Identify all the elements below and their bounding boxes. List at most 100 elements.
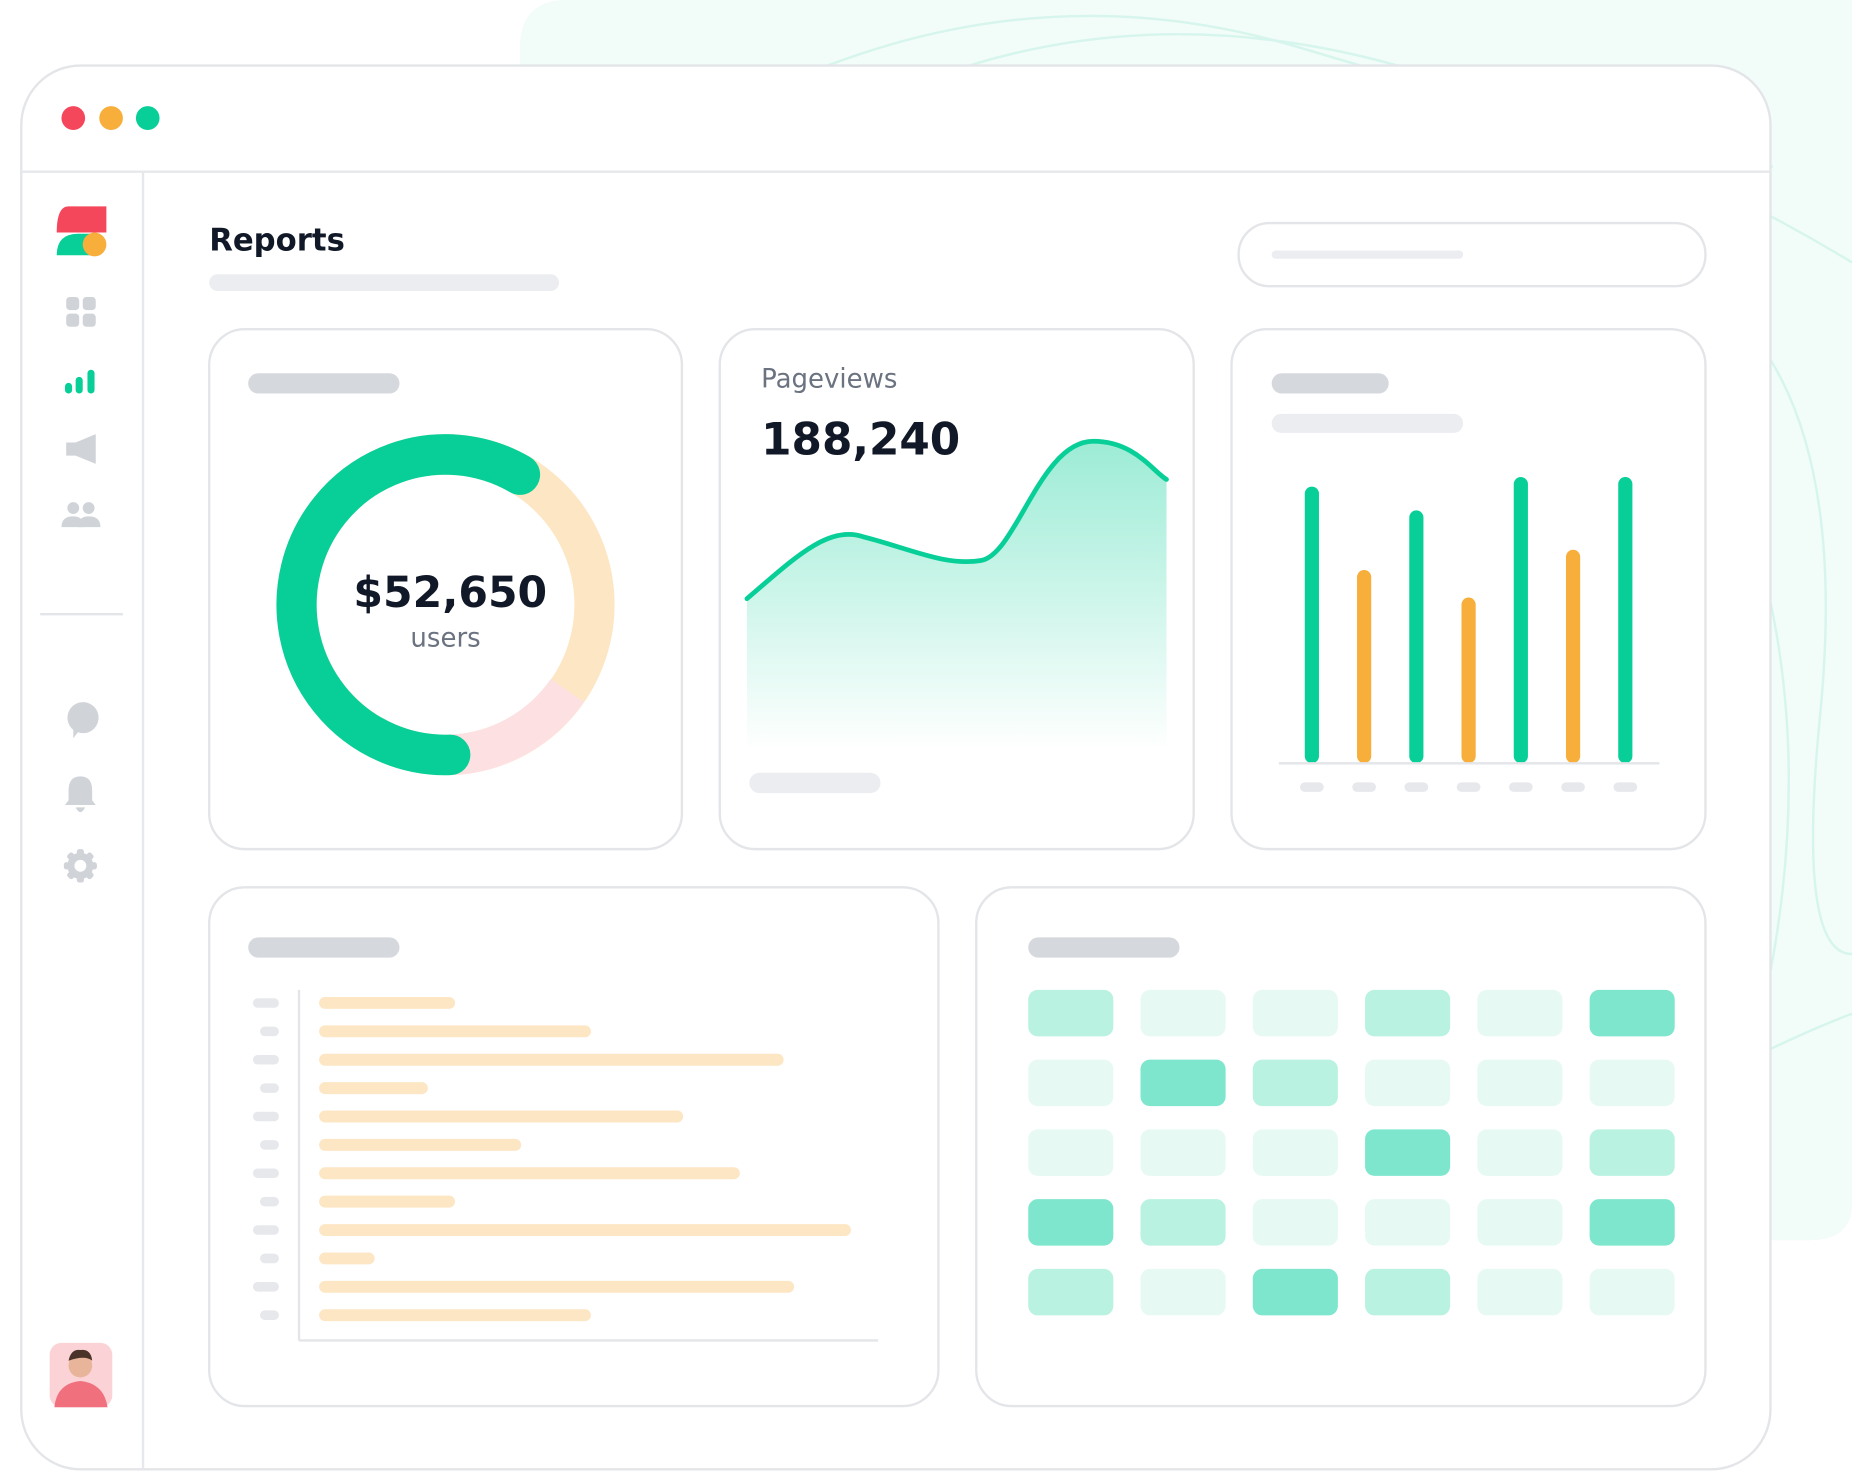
decor-bar <box>1461 597 1476 764</box>
shape <box>75 376 83 394</box>
decor-tick <box>1613 782 1638 792</box>
decor-cell <box>1477 1129 1563 1176</box>
decor-row-label <box>252 1282 279 1292</box>
decor-cell <box>1252 1268 1338 1316</box>
decor-row-bar <box>319 1082 428 1095</box>
nav-dashboard[interactable] <box>66 296 96 327</box>
decor-cell <box>1252 1199 1338 1246</box>
decor-bar <box>1409 510 1424 764</box>
decor-row-bar <box>319 1138 522 1151</box>
bar-group <box>1300 477 1638 792</box>
decor-cell <box>1589 1059 1675 1107</box>
shape <box>66 296 80 311</box>
card-skeleton <box>1271 373 1389 394</box>
decor-cell <box>1140 989 1226 1037</box>
decor-cell <box>1028 989 1114 1037</box>
nav-reports[interactable] <box>65 369 95 394</box>
decor-cell <box>1589 1268 1675 1316</box>
logo <box>56 206 107 257</box>
decor-row-bar <box>319 1053 784 1066</box>
shape <box>78 516 101 528</box>
shape <box>82 502 95 515</box>
decor-row-label <box>252 998 279 1008</box>
shape <box>65 382 73 394</box>
shape <box>67 502 80 515</box>
decor-bar <box>1513 477 1528 764</box>
decor-tick <box>1300 782 1324 792</box>
shape <box>1768 357 1852 956</box>
decor-row-bar <box>319 1252 375 1265</box>
pageviews-label: Pageviews <box>761 364 897 394</box>
shape <box>66 313 80 327</box>
card-skeleton <box>248 373 400 394</box>
shape <box>56 206 107 233</box>
nav-settings[interactable] <box>63 849 97 883</box>
decor-row-bar <box>319 1167 740 1180</box>
page-title: Reports <box>209 222 345 258</box>
decor-cell <box>1028 1129 1114 1176</box>
shape <box>82 232 107 257</box>
card-skeleton <box>1271 413 1464 433</box>
shape <box>1768 1012 1852 1051</box>
nav-messages[interactable] <box>67 702 99 739</box>
decor-cell <box>1365 1059 1451 1107</box>
decor-row-label <box>252 1054 279 1065</box>
area-fill <box>746 441 1167 752</box>
decor-cell <box>1365 1129 1451 1176</box>
decor-row-label <box>260 1310 279 1320</box>
subtitle-skeleton <box>209 274 560 291</box>
decor-row-label <box>260 1253 279 1264</box>
revenue-label: users <box>410 623 480 653</box>
decor-row-bar <box>319 1280 795 1293</box>
decor-bar <box>1618 477 1633 764</box>
shape <box>1768 596 1790 979</box>
decor-row-bar <box>319 1195 456 1208</box>
nav-users[interactable] <box>61 502 101 528</box>
list-group <box>252 997 851 1322</box>
shape <box>87 369 95 394</box>
decor-cell <box>1028 1268 1114 1316</box>
decor-tick <box>1352 782 1376 792</box>
decor-cell <box>1028 1199 1114 1246</box>
decor-row-label <box>252 1225 279 1235</box>
donut-segment <box>276 434 541 776</box>
shape <box>68 1353 93 1378</box>
search-box[interactable] <box>1237 221 1707 288</box>
decor-cell <box>1365 1268 1451 1316</box>
decor-row-bar <box>319 1224 851 1236</box>
decor-cell <box>1589 1129 1675 1176</box>
shape <box>54 1381 108 1408</box>
shape <box>68 1349 93 1361</box>
decor-cell <box>1589 989 1675 1037</box>
card-bars <box>1230 327 1707 851</box>
card-list <box>208 886 940 1408</box>
decor-cell <box>1140 1059 1226 1107</box>
area-line <box>744 438 1169 602</box>
nav-campaigns[interactable] <box>66 434 96 464</box>
search-placeholder <box>1271 250 1464 259</box>
decor-row-label <box>260 1083 279 1093</box>
decor-tick <box>1404 782 1429 792</box>
decor-tick <box>1509 782 1533 792</box>
window-minimize <box>99 106 123 130</box>
decor-cell <box>1252 1059 1338 1107</box>
revenue-value: $52,650 <box>353 568 547 618</box>
user-avatar[interactable] <box>49 1342 113 1408</box>
nav-notifications[interactable] <box>65 776 96 813</box>
decor-row-label <box>252 1111 279 1122</box>
shape <box>82 296 96 311</box>
shape <box>56 233 93 256</box>
window-maximize <box>135 106 160 130</box>
decor-row-bar <box>319 1025 591 1038</box>
decor-bar <box>1357 570 1372 764</box>
decor-cell <box>1589 1199 1675 1246</box>
decor-tick <box>1456 782 1481 792</box>
decor-bar <box>1565 549 1581 764</box>
decor-cell <box>1477 1268 1563 1316</box>
card-skeleton <box>1028 937 1180 958</box>
decor-cell <box>1477 1059 1563 1107</box>
decor-cell <box>1477 989 1563 1037</box>
